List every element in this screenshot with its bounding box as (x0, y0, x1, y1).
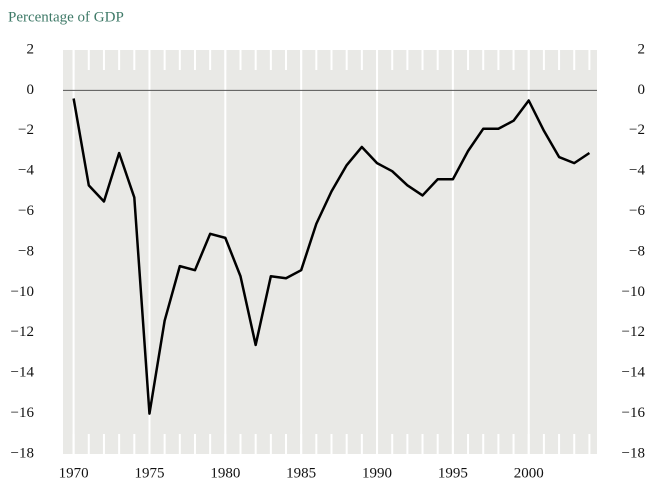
y-tick-label: −14 (11, 365, 35, 381)
y2-tick-label: −12 (622, 324, 645, 340)
plot-background (63, 50, 597, 454)
y-tick-label: −2 (18, 122, 34, 138)
y2-tick-label: −6 (629, 203, 645, 219)
y2-tick-label: −2 (629, 122, 645, 138)
y2-tick-label: 0 (638, 82, 646, 98)
x-tick-label: 1975 (134, 465, 164, 481)
y2-tick-label: −4 (629, 163, 645, 179)
y-tick-label: −6 (18, 203, 34, 219)
chart-title: Percentage of GDP (8, 9, 124, 25)
x-tick-label: 1970 (59, 465, 89, 481)
x-tick-label: 1985 (286, 465, 316, 481)
y2-tick-label: −18 (622, 445, 645, 461)
y-tick-label: 2 (27, 41, 35, 57)
y2-tick-label: 2 (638, 41, 646, 57)
y2-tick-label: −16 (622, 405, 646, 421)
y-tick-label: −12 (11, 324, 34, 340)
y-tick-label: −16 (11, 405, 35, 421)
y-tick-label: 0 (27, 82, 35, 98)
y-tick-label: −8 (18, 243, 34, 259)
x-tick-label: 2000 (514, 465, 544, 481)
y-tick-label: −10 (11, 284, 34, 300)
y-tick-label: −4 (18, 163, 34, 179)
x-tick-label: 1995 (438, 465, 468, 481)
y2-tick-label: −10 (622, 284, 645, 300)
data-line (72, 98, 591, 415)
y-tick-label: −18 (11, 445, 34, 461)
x-tick-label: 1990 (362, 465, 392, 481)
x-tick-label: 1980 (210, 465, 240, 481)
y2-tick-label: −8 (629, 243, 645, 259)
y2-tick-label: −14 (622, 365, 646, 381)
